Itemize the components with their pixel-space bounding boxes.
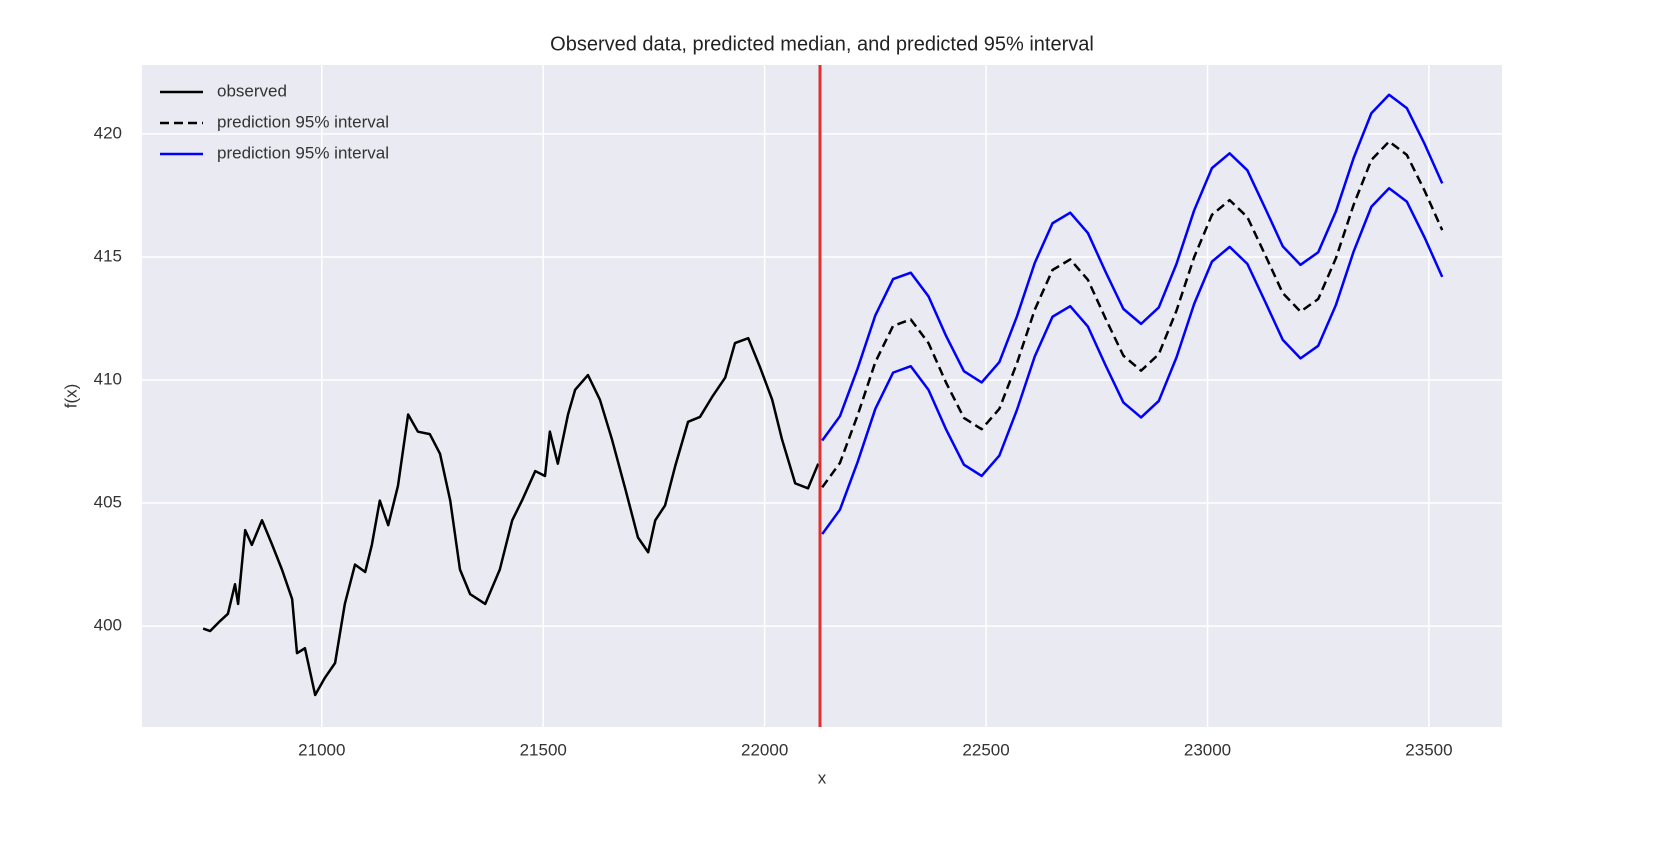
y-tick-label: 420 <box>94 123 122 142</box>
series-lower-line <box>821 187 1444 535</box>
y-tick-label: 400 <box>94 616 122 635</box>
x-tick-label: 21000 <box>298 740 345 759</box>
plot-area <box>142 65 1502 727</box>
x-tick-label: 23000 <box>1184 740 1231 759</box>
legend-label: observed <box>217 81 287 100</box>
x-axis-label: x <box>818 768 827 787</box>
y-tick-label: 410 <box>94 369 122 388</box>
y-axis-label: f(x) <box>61 384 80 409</box>
x-tick-label: 23500 <box>1405 740 1452 759</box>
series-line <box>821 140 1444 489</box>
lines <box>202 93 1444 697</box>
legend: observed prediction 95% interval predictio… <box>160 81 389 162</box>
x-tick-label: 22000 <box>741 740 788 759</box>
x-tick-label: 22500 <box>962 740 1009 759</box>
series-line <box>202 336 820 697</box>
legend-label: prediction 95% interval <box>217 143 389 162</box>
x-tick-label: 21500 <box>520 740 567 759</box>
y-tick-label: 415 <box>94 246 122 265</box>
y-tick-label: 405 <box>94 493 122 512</box>
chart-title: Observed data, predicted median, and pre… <box>550 33 1094 55</box>
series-line <box>821 93 1444 442</box>
grid <box>142 65 1502 727</box>
legend-label: prediction 95% interval <box>217 112 389 131</box>
